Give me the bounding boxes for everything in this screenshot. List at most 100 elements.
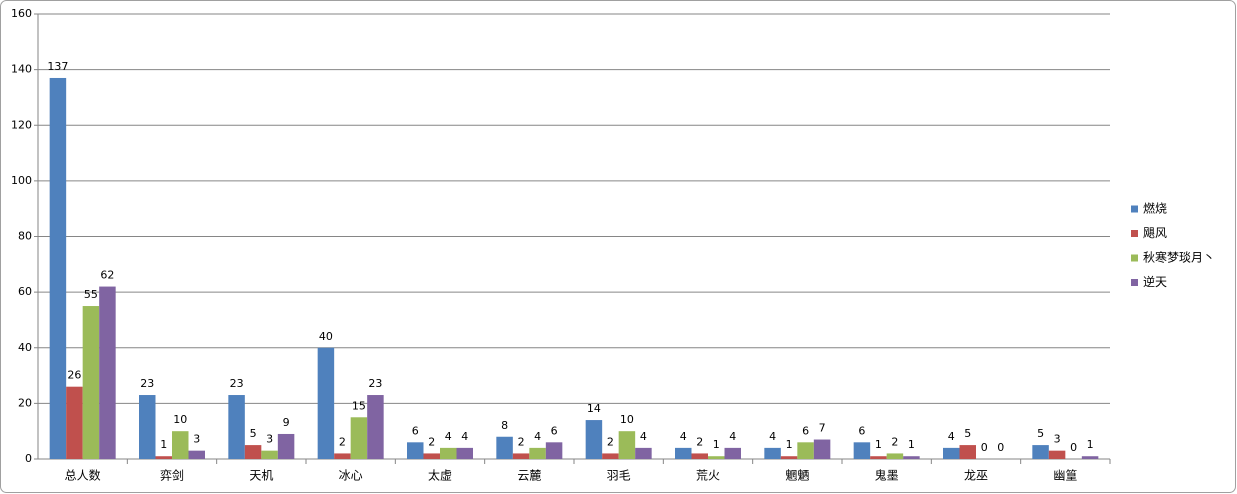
bar [1032,445,1049,459]
bar [708,456,725,459]
y-tick-label: 100 [11,174,32,187]
bar [407,442,424,459]
data-label: 2 [518,435,525,448]
data-label: 1 [713,438,720,451]
y-tick-label: 20 [18,396,32,409]
bar [618,431,636,459]
bar [870,456,887,459]
data-label: 2 [428,435,435,448]
data-label: 0 [1070,441,1077,454]
bar [635,447,652,459]
bar [66,386,83,459]
bar [172,431,189,459]
data-label: 23 [368,377,382,390]
data-label: 5 [1037,427,1044,440]
data-label: 0 [997,441,1004,454]
bar [350,417,368,459]
bar [423,453,440,459]
y-tick-label: 160 [11,7,32,20]
bar [691,453,708,459]
bar [82,306,100,459]
data-label: 9 [283,416,290,429]
data-label: 6 [858,424,865,437]
bar [529,447,546,459]
data-label: 10 [173,413,187,426]
bar [440,447,457,459]
y-tick-label: 80 [18,230,32,243]
data-label: 1 [908,438,915,451]
data-label: 3 [193,433,200,446]
bar [49,77,67,459]
x-tick-label: 总人数 [65,468,101,483]
y-tick-label: 0 [25,452,32,465]
legend-label: 秋寒梦琰月丶 [1143,250,1215,265]
data-label: 2 [339,435,346,448]
x-tick-label: 冰心 [339,469,363,483]
legend-swatch [1131,279,1138,286]
bar [813,439,831,459]
data-label: 6 [802,424,809,437]
data-label: 1 [1087,438,1094,451]
bar [675,447,692,459]
data-label: 6 [551,424,558,437]
bar [188,450,205,459]
legend-label: 飓风 [1143,226,1167,240]
bar [585,420,603,459]
bar [1081,456,1099,459]
data-label: 5 [250,427,257,440]
data-label: 15 [352,399,366,412]
x-tick-label: 荒火 [696,469,720,483]
data-label: 1 [875,438,882,451]
x-tick-label: 太虚 [428,468,452,483]
legend-swatch [1131,254,1138,262]
data-label: 0 [981,441,988,454]
legend-swatch [1131,205,1138,213]
bar [724,447,741,459]
data-label: 7 [819,422,826,435]
x-tick-label: 弈剑 [160,468,184,483]
bar [959,445,976,459]
bar [496,436,513,459]
data-label: 2 [607,435,614,448]
data-label: 23 [230,377,244,390]
bar [456,447,473,459]
data-label: 40 [319,330,333,343]
data-label: 4 [445,430,452,443]
y-tick-label: 120 [11,118,32,131]
x-tick-label: 魍魉 [785,468,809,483]
data-label: 55 [84,288,98,301]
data-label: 62 [100,269,114,282]
y-tick-label: 60 [18,285,32,298]
legend-swatch [1131,230,1138,237]
data-label: 4 [680,430,687,443]
data-label: 1 [160,438,167,451]
bar [886,453,904,459]
bar [764,447,781,459]
data-label: 4 [461,430,468,443]
data-label: 4 [948,430,955,443]
bar [903,456,920,459]
data-label: 6 [412,424,419,437]
x-tick-label: 天机 [249,469,273,483]
data-label: 14 [587,402,601,415]
data-label: 1 [786,438,793,451]
bar [512,453,530,459]
x-tick-label: 幽篁 [1053,468,1077,483]
x-tick-label: 羽毛 [607,469,631,483]
data-label: 5 [964,427,971,440]
bar [99,286,116,459]
bar [139,395,156,459]
x-tick-label: 云麓 [517,469,541,483]
bar [780,456,798,459]
data-label: 8 [501,419,508,432]
bar [545,442,563,459]
y-tick-label: 140 [11,63,32,76]
data-label: 4 [640,430,647,443]
bar [853,442,871,459]
bar [317,347,335,459]
x-tick-label: 龙巫 [964,469,988,483]
bar [602,453,619,459]
data-label: 2 [891,435,898,448]
